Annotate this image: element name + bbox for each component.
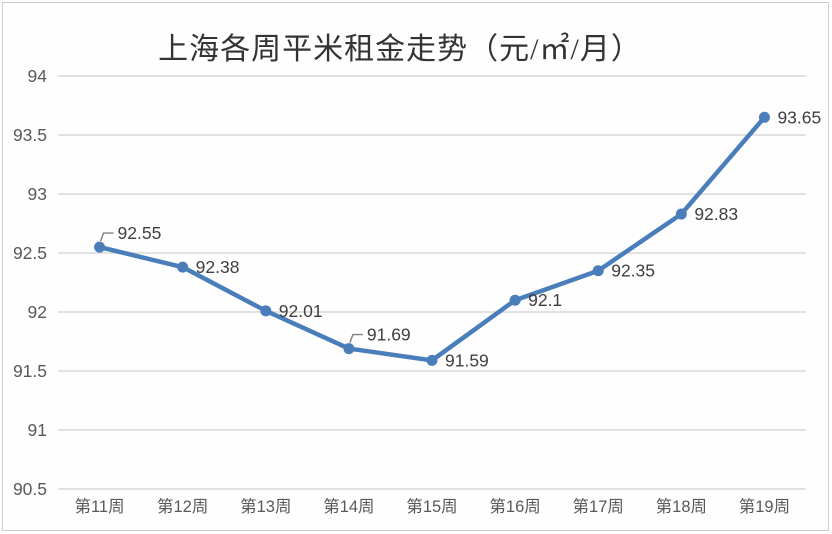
data-point	[758, 111, 770, 123]
leader-line	[99, 232, 114, 242]
y-tick-label: 94	[28, 66, 48, 86]
chart-title: 上海各周平米租金走势（元/㎡/月）	[158, 33, 642, 66]
data-label: 91.59	[445, 350, 489, 370]
x-tick-label: 第15周	[406, 497, 457, 516]
data-label: 92.1	[528, 290, 562, 310]
data-point	[94, 241, 106, 253]
x-tick-label: 第19周	[739, 497, 790, 516]
x-tick-label: 第16周	[489, 497, 540, 516]
leader-line	[349, 333, 363, 343]
data-point	[260, 305, 272, 317]
data-label: 92.83	[694, 204, 738, 224]
data-label: 92.35	[611, 261, 655, 281]
data-point	[675, 208, 687, 220]
y-tick-label: 90.5	[13, 479, 47, 499]
y-tick-label: 91	[28, 420, 47, 440]
y-tick-label: 93.5	[13, 125, 47, 145]
data-point	[426, 354, 438, 366]
x-tick-label: 第12周	[157, 497, 208, 516]
y-tick-label: 93	[28, 184, 47, 204]
y-tick-label: 92.5	[13, 243, 47, 263]
data-label: 92.55	[118, 223, 162, 243]
data-point	[592, 265, 604, 277]
data-label: 92.38	[196, 257, 240, 277]
x-tick-label: 第14周	[323, 497, 374, 516]
series-line	[97, 115, 767, 363]
data-point	[177, 261, 189, 273]
x-tick-label: 第13周	[240, 497, 291, 516]
y-tick-label: 91.5	[13, 361, 47, 381]
x-tick-label: 第11周	[74, 497, 124, 516]
x-tick-label: 第17周	[573, 497, 624, 516]
y-tick-label: 92	[28, 302, 47, 322]
data-point	[343, 343, 355, 355]
x-tick-label: 第18周	[656, 497, 707, 516]
data-label: 92.01	[279, 301, 323, 321]
data-label: 91.69	[367, 325, 411, 345]
data-point	[509, 294, 521, 306]
data-label: 93.65	[777, 107, 821, 127]
